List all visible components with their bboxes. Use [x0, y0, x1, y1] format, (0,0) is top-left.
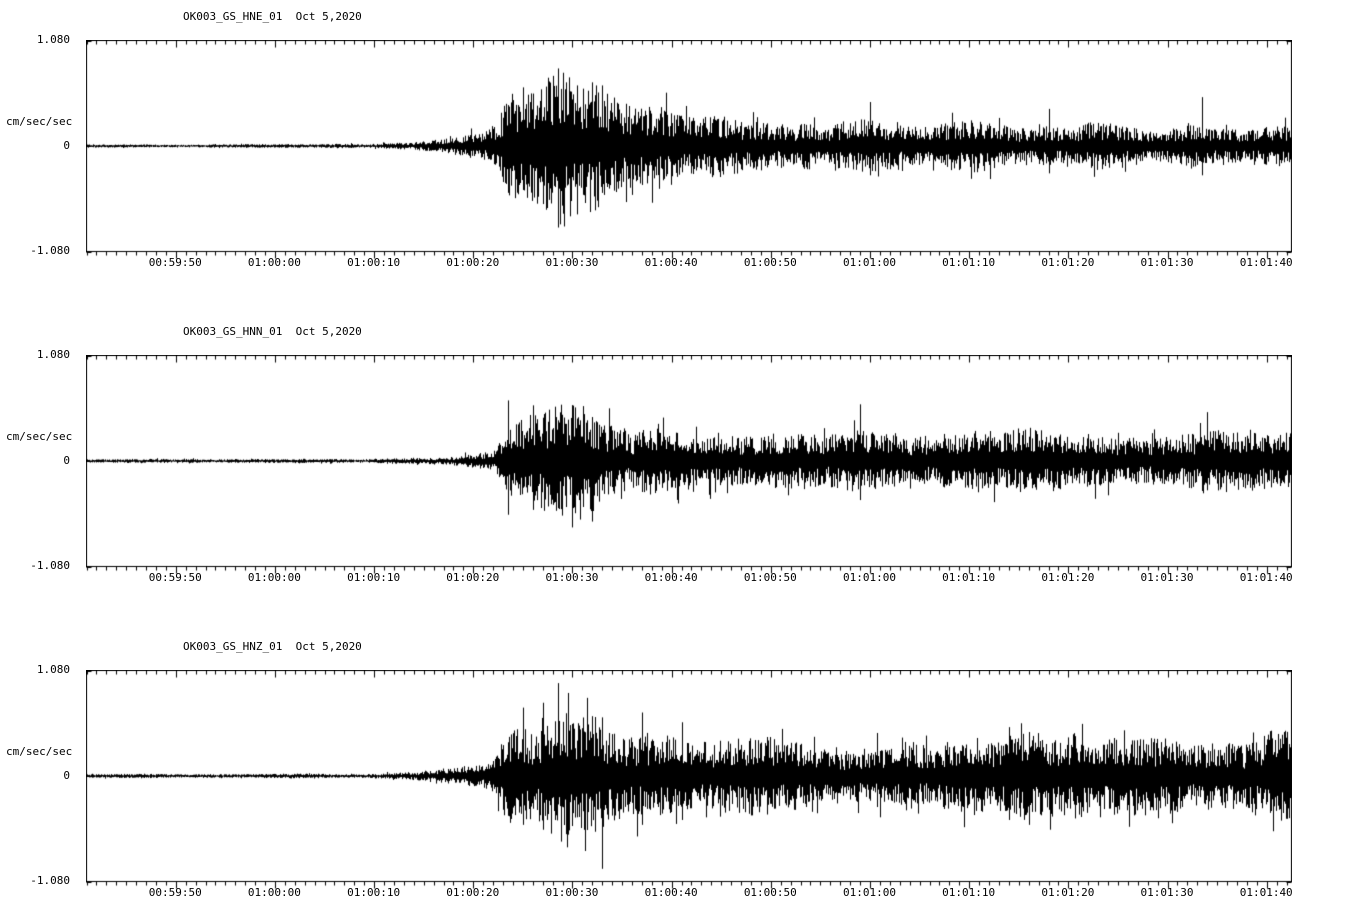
waveform-canvas-hne [86, 40, 1292, 262]
x-tick-label: 01:00:50 [743, 571, 797, 584]
x-tick-label: 01:01:20 [1041, 256, 1095, 269]
x-tick-label: 01:01:20 [1041, 571, 1095, 584]
y-tick-label-max: 1.080 [36, 33, 70, 46]
x-tick-label: 01:00:40 [644, 256, 698, 269]
y-tick-label-min: -1.080 [30, 244, 70, 257]
x-tick-label: 01:00:20 [446, 886, 500, 899]
x-tick-label: 01:01:40 [1239, 886, 1293, 899]
x-tick-label: 01:01:30 [1140, 256, 1194, 269]
x-tick-label: 01:00:00 [247, 256, 301, 269]
x-tick-label: 01:00:30 [545, 886, 599, 899]
x-tick-label: 00:59:50 [148, 256, 202, 269]
seismogram-panel-hnz: OK003_GS_HNZ_01 Oct 5,2020 1.080 cm/sec/… [0, 640, 1358, 924]
y-tick-label-min: -1.080 [30, 874, 70, 887]
x-tick-label: 01:01:10 [942, 256, 996, 269]
x-tick-label: 01:00:10 [347, 886, 401, 899]
x-tick-label: 01:00:40 [644, 571, 698, 584]
x-tick-label: 01:00:20 [446, 571, 500, 584]
y-tick-label-zero: 0 [63, 139, 70, 152]
x-tick-label: 01:01:30 [1140, 571, 1194, 584]
x-tick-label: 01:00:30 [545, 571, 599, 584]
waveform-canvas-hnz [86, 670, 1292, 892]
x-tick-label: 01:00:10 [347, 256, 401, 269]
x-tick-label: 01:00:50 [743, 886, 797, 899]
x-axis-tick-labels: 00:59:50 01:00:00 01:00:10 01:00:20 01:00:30… [0, 886, 1358, 902]
x-tick-label: 01:01:10 [942, 886, 996, 899]
waveform-canvas-hnn [86, 355, 1292, 577]
x-tick-label: 01:01:00 [842, 886, 896, 899]
x-axis-tick-labels: 00:59:50 01:00:00 01:00:10 01:00:20 01:00:30… [0, 571, 1358, 587]
seismogram-panel-hnn: OK003_GS_HNN_01 Oct 5,2020 1.080 cm/sec/… [0, 325, 1358, 625]
panel-title-hnn: OK003_GS_HNN_01 Oct 5,2020 [183, 325, 362, 338]
x-tick-label: 01:01:40 [1239, 571, 1293, 584]
panel-title-hne: OK003_GS_HNE_01 Oct 5,2020 [183, 10, 362, 23]
x-tick-label: 00:59:50 [148, 886, 202, 899]
panel-title-hnz: OK003_GS_HNZ_01 Oct 5,2020 [183, 640, 362, 653]
x-tick-label: 01:01:40 [1239, 256, 1293, 269]
y-tick-label-min: -1.080 [30, 559, 70, 572]
x-tick-label: 01:00:30 [545, 256, 599, 269]
y-tick-label-zero: 0 [63, 769, 70, 782]
x-tick-label: 01:01:30 [1140, 886, 1194, 899]
x-tick-label: 01:00:20 [446, 256, 500, 269]
seismogram-panel-hne: OK003_GS_HNE_01 Oct 5,2020 1.080 cm/sec/… [0, 10, 1358, 310]
x-tick-label: 01:01:00 [842, 256, 896, 269]
x-tick-label: 01:00:50 [743, 256, 797, 269]
y-tick-label-zero: 0 [63, 454, 70, 467]
y-tick-label-max: 1.080 [36, 348, 70, 361]
y-axis-unit-label: cm/sec/sec [6, 430, 73, 443]
x-axis-tick-labels: 00:59:50 01:00:00 01:00:10 01:00:20 01:00:30… [0, 256, 1358, 272]
x-tick-label: 00:59:50 [148, 571, 202, 584]
x-tick-label: 01:00:00 [247, 571, 301, 584]
x-tick-label: 01:01:00 [842, 571, 896, 584]
y-axis-unit-label: cm/sec/sec [6, 745, 73, 758]
x-tick-label: 01:00:40 [644, 886, 698, 899]
y-axis-unit-label: cm/sec/sec [6, 115, 73, 128]
x-tick-label: 01:01:20 [1041, 886, 1095, 899]
x-tick-label: 01:01:10 [942, 571, 996, 584]
x-tick-label: 01:00:10 [347, 571, 401, 584]
x-tick-label: 01:00:00 [247, 886, 301, 899]
y-tick-label-max: 1.080 [36, 663, 70, 676]
